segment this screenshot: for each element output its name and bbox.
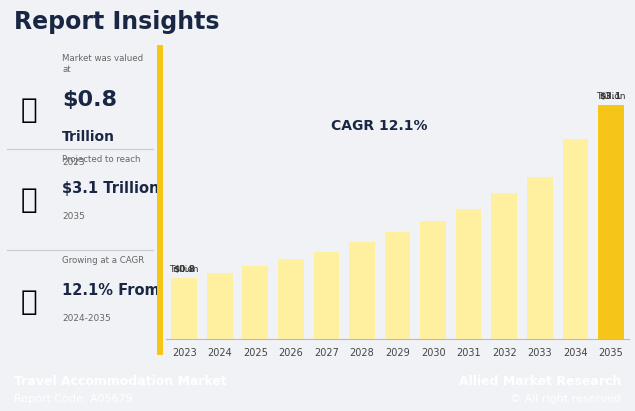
Bar	[598, 105, 624, 339]
Text: 12.1% From: 12.1% From	[62, 283, 160, 298]
Text: 2035: 2035	[62, 212, 85, 222]
Text: Trillion: Trillion	[62, 130, 115, 144]
Bar	[491, 194, 517, 339]
Text: 📈: 📈	[21, 289, 37, 316]
Text: $0.8: $0.8	[173, 265, 195, 274]
Text: 2023: 2023	[62, 158, 84, 167]
Bar	[157, 45, 163, 355]
Bar	[456, 209, 481, 339]
Text: Projected to reach: Projected to reach	[62, 155, 140, 164]
Bar	[314, 252, 339, 339]
Text: $3.1: $3.1	[600, 92, 622, 101]
Bar	[349, 242, 375, 339]
Bar	[278, 259, 304, 339]
Text: Report Insights: Report Insights	[14, 10, 220, 35]
Bar	[243, 266, 268, 339]
Text: © All right reserved: © All right reserved	[510, 394, 621, 404]
Bar	[207, 273, 232, 339]
Bar	[420, 221, 446, 339]
Text: 🪙: 🪙	[21, 96, 37, 124]
Text: Trillion: Trillion	[596, 81, 625, 101]
Bar	[171, 279, 197, 339]
Text: $0.8: $0.8	[62, 90, 117, 110]
Text: 💎: 💎	[21, 186, 37, 214]
Text: Trillion: Trillion	[170, 254, 199, 274]
Bar	[563, 139, 588, 339]
Text: Allied Market Research: Allied Market Research	[458, 375, 621, 388]
Text: Travel Accommodation Market: Travel Accommodation Market	[14, 375, 227, 388]
Text: Market was valued
at: Market was valued at	[62, 54, 143, 74]
Text: 2024-2035: 2024-2035	[62, 314, 110, 323]
Text: Report Code: A05679: Report Code: A05679	[14, 394, 133, 404]
Text: Growing at a CAGR: Growing at a CAGR	[62, 256, 144, 266]
Text: $3.1 Trillion: $3.1 Trillion	[62, 181, 159, 196]
Bar	[385, 232, 410, 339]
Text: CAGR 12.1%: CAGR 12.1%	[331, 119, 427, 133]
Bar	[527, 177, 552, 339]
